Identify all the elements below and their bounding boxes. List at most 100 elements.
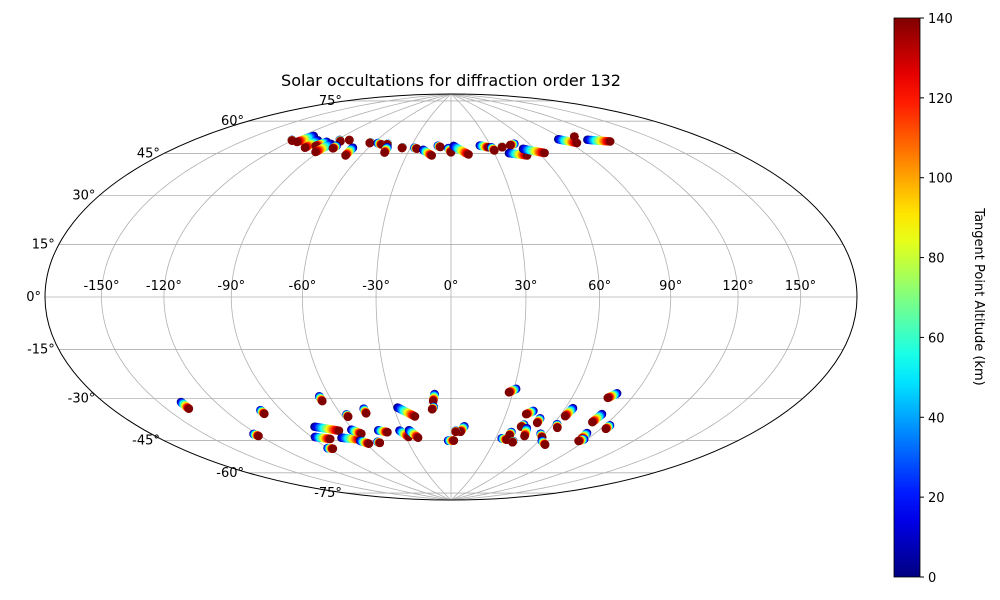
occultation-point bbox=[413, 433, 423, 443]
occultation-point bbox=[588, 417, 597, 427]
occultation-track bbox=[505, 139, 519, 150]
occultation-track bbox=[314, 391, 327, 406]
occultation-track bbox=[552, 419, 562, 433]
longitude-tick-label: -30° bbox=[362, 279, 390, 294]
occultation-track bbox=[521, 406, 538, 419]
occultation-track bbox=[311, 139, 336, 157]
occultation-point bbox=[365, 138, 375, 148]
occultation-point bbox=[334, 426, 344, 435]
occultation-track bbox=[176, 397, 194, 413]
occultation-point bbox=[540, 148, 549, 158]
occultation-track bbox=[518, 144, 549, 158]
occultation-point bbox=[328, 444, 338, 453]
occultation-track bbox=[342, 410, 353, 422]
colorbar-label: Tangent Point Altitude (km) bbox=[971, 207, 986, 385]
occultation-track bbox=[380, 142, 392, 157]
occultation-point bbox=[508, 437, 517, 447]
colorbar-tick-label: 20 bbox=[928, 491, 945, 506]
occultation-track bbox=[256, 405, 269, 419]
latitude-tick-label: -30° bbox=[68, 392, 96, 407]
occultation-track bbox=[310, 432, 335, 444]
occultation-track bbox=[428, 389, 439, 406]
colorbar-tick-label: 0 bbox=[928, 571, 936, 586]
occultation-track bbox=[433, 141, 445, 152]
longitude-tick-label: -150° bbox=[83, 279, 119, 294]
latitude-tick-labels: 75° 60° 45° 30° 15° 0° -15° -30° -45° -60° -75° bbox=[26, 94, 342, 501]
longitude-tick-label: -60° bbox=[289, 279, 317, 294]
occultation-track bbox=[603, 389, 622, 403]
occultation-track bbox=[570, 132, 579, 141]
occultation-track bbox=[373, 426, 392, 437]
longitude-tick-label: -90° bbox=[217, 279, 245, 294]
occultation-point bbox=[451, 427, 461, 437]
occultation-track bbox=[520, 423, 532, 441]
occultation-track bbox=[355, 436, 374, 448]
occultation-point bbox=[300, 143, 310, 153]
latitude-tick-label: 0° bbox=[26, 290, 41, 305]
longitude-tick-label: 120° bbox=[722, 279, 753, 294]
occultation-point bbox=[521, 409, 531, 419]
occultation-point bbox=[292, 137, 302, 147]
occultation-point bbox=[345, 135, 354, 145]
occultation-point bbox=[184, 404, 194, 413]
occultation-point bbox=[490, 146, 499, 155]
latitude-tick-label: 45° bbox=[137, 147, 160, 162]
latitude-tick-label: 30° bbox=[72, 189, 95, 204]
occultation-track bbox=[601, 421, 615, 434]
occultation-point bbox=[520, 431, 529, 441]
occultation-point bbox=[380, 148, 389, 157]
occultation-track bbox=[323, 443, 338, 453]
occultation-track bbox=[508, 436, 518, 447]
occultation-point bbox=[601, 424, 611, 434]
occultation-point bbox=[427, 151, 437, 160]
colorbar-tick-label: 80 bbox=[928, 252, 945, 267]
occultation-track bbox=[427, 402, 439, 414]
colorbar: 0 20 40 60 80 100 120 140 bbox=[893, 12, 953, 586]
occultation-point bbox=[383, 427, 392, 437]
occultation-track bbox=[443, 436, 459, 445]
occultation-point bbox=[553, 423, 562, 433]
occultation-point bbox=[464, 150, 473, 159]
longitude-tick-label: -120° bbox=[146, 279, 182, 294]
occultation-track bbox=[249, 429, 263, 441]
occultation-track bbox=[588, 409, 607, 427]
colorbar-tick-label: 100 bbox=[928, 172, 953, 187]
latitude-tick-label: -75° bbox=[314, 486, 342, 501]
longitude-tick-label: 150° bbox=[785, 279, 816, 294]
occultation-track bbox=[505, 427, 516, 440]
occultation-track bbox=[443, 143, 456, 157]
occultation-point bbox=[505, 140, 515, 150]
occultation-point bbox=[328, 144, 338, 153]
occultation-points bbox=[176, 131, 622, 453]
longitude-tick-label: 90° bbox=[659, 279, 682, 294]
occultation-point bbox=[436, 142, 445, 152]
occultation-track bbox=[373, 437, 385, 448]
occultation-track bbox=[418, 145, 437, 160]
longitude-tick-label: 60° bbox=[588, 279, 611, 294]
longitude-tick-label: 30° bbox=[514, 279, 537, 294]
occultation-track bbox=[373, 138, 386, 149]
occultation-point bbox=[357, 429, 366, 439]
occultation-point bbox=[570, 132, 579, 141]
occultation-point bbox=[560, 411, 570, 421]
colorbar-gradient bbox=[893, 17, 921, 578]
map-boundary bbox=[44, 93, 858, 501]
occultation-track bbox=[574, 434, 589, 446]
occultation-point bbox=[449, 436, 459, 445]
occultation-track bbox=[310, 422, 344, 435]
occultation-track bbox=[497, 142, 507, 152]
occultation-track bbox=[451, 426, 461, 437]
occultation-track bbox=[328, 141, 341, 153]
occultation-track bbox=[359, 404, 371, 418]
occultation-point bbox=[343, 412, 353, 422]
occultation-point bbox=[504, 387, 514, 397]
occultation-point bbox=[397, 143, 407, 153]
occultation-track bbox=[341, 143, 358, 160]
occultation-point bbox=[325, 434, 335, 444]
longitude-tick-labels: -150° -120° -90° -60° -30° 0° 30° 60° 90° 120° 150… bbox=[83, 279, 816, 294]
occultation-track bbox=[560, 403, 578, 421]
colorbar-tick-label: 140 bbox=[928, 12, 953, 27]
occultation-track bbox=[583, 135, 615, 146]
occultation-track bbox=[537, 436, 550, 449]
